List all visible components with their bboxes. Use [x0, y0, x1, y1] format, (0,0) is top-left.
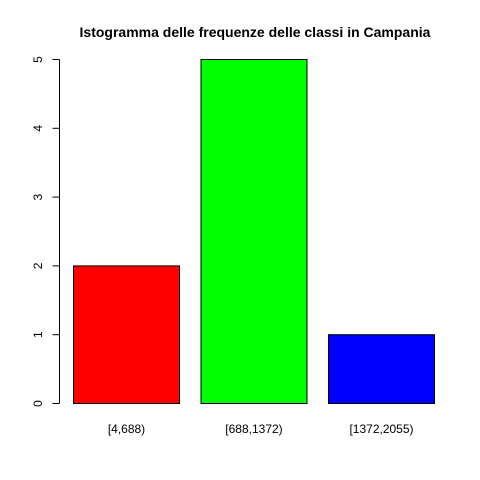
- bar: [328, 334, 435, 405]
- x-tick-label: [688,1372): [225, 422, 282, 436]
- chart-title: Istogramma delle frequenze delle classi …: [80, 24, 431, 40]
- y-tick-label: 0: [31, 400, 45, 407]
- y-tick-label: 4: [31, 125, 45, 132]
- y-tick-label: 3: [31, 193, 45, 200]
- x-tick-labels: [4,688) [688,1372) [1372,2055): [108, 422, 414, 436]
- y-tick-label: 2: [31, 262, 45, 269]
- bar: [73, 265, 180, 404]
- y-axis: 0 1 2 3 4 5: [31, 56, 60, 407]
- y-tick-label: 1: [31, 331, 45, 338]
- bars-group: [73, 59, 435, 405]
- y-tick-label: 5: [31, 56, 45, 63]
- x-tick-label: [4,688): [108, 422, 145, 436]
- x-tick-label: [1372,2055): [349, 422, 413, 436]
- bar: [200, 59, 308, 404]
